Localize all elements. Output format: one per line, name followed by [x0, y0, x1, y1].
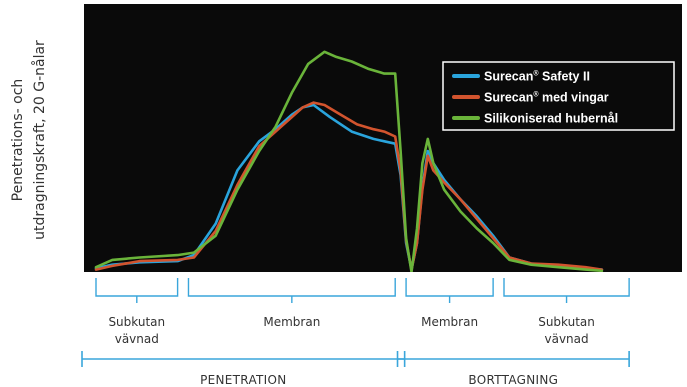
- region-brackets: Subkutan vävnad Membran Membran Subkutan vävn…: [95, 278, 630, 346]
- region-bracket-3: [503, 278, 630, 303]
- region-label: Subkutan: [108, 315, 165, 329]
- region-label: vävnad: [115, 332, 159, 346]
- region-label: Subkutan: [538, 315, 595, 329]
- series-line-2: [94, 50, 604, 272]
- phase-label: PENETRATION: [200, 373, 286, 387]
- series-line-1: [94, 101, 604, 271]
- legend: Surecan® Safety II Surecan® med vingar Sil…: [442, 61, 675, 131]
- region-bracket-0: [95, 278, 179, 303]
- legend-box: [442, 61, 675, 131]
- legend-label-0: Surecan® Safety II: [484, 70, 590, 84]
- region-bracket-2: [405, 278, 494, 303]
- y-axis-title-line: Penetrations- och: [10, 79, 26, 202]
- series-lines: [94, 50, 604, 272]
- region-label: vävnad: [544, 332, 588, 346]
- legend-label-2: Silikoniserad hubernål: [484, 112, 618, 126]
- y-axis-title: Penetrations- och utdragningskraft, 20 G-…: [10, 40, 48, 240]
- region-bracket-1: [187, 278, 396, 303]
- region-label: Membran: [421, 315, 478, 329]
- phase-brackets: PENETRATION BORTTAGNING: [81, 351, 630, 387]
- legend-label-1: Surecan® med vingar: [484, 91, 609, 105]
- phase-label: BORTTAGNING: [468, 373, 558, 387]
- y-axis-title-line: utdragningskraft, 20 G-nålar: [31, 40, 48, 240]
- phase-bracket-0: [81, 351, 406, 367]
- y-axis-label: Penetrations- och utdragningskraft, 20 G-…: [10, 40, 48, 240]
- phase-bracket-1: [396, 351, 630, 367]
- region-label: Membran: [263, 315, 320, 329]
- plot-background: [84, 4, 682, 272]
